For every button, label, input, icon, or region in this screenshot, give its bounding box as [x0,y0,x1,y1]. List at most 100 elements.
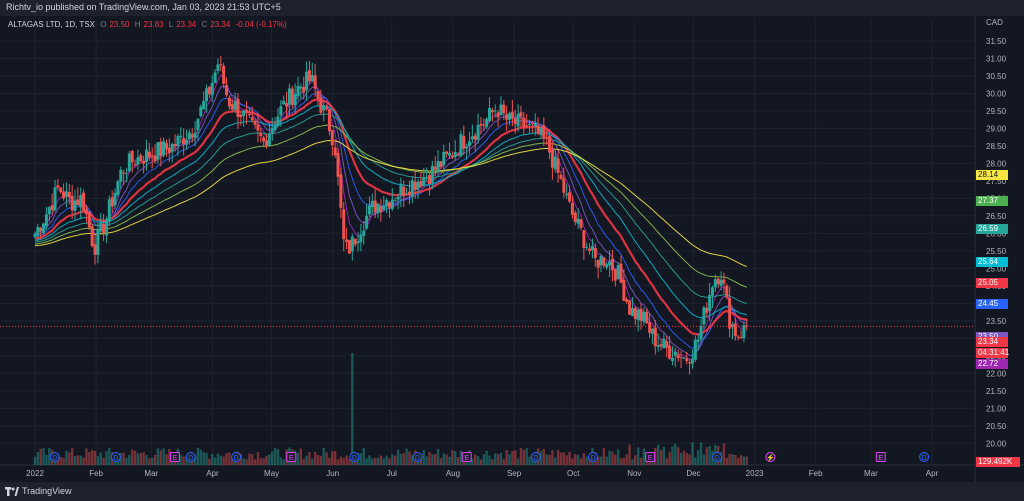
event-marker-letter: E [648,455,653,462]
candle [542,125,546,139]
event-marker-letter: ⚡ [766,453,775,462]
price-label: 23.50 [976,331,1008,342]
candle [722,279,726,284]
event-marker-letter: E [878,455,883,462]
volume-bar [545,454,548,465]
volume-bar [708,445,711,465]
volume-bar [442,453,445,465]
volume-bar [739,455,743,465]
candle [533,122,537,127]
candle [693,339,697,360]
candle [425,177,429,179]
volume-bar [582,453,586,465]
candle [173,144,177,147]
candle [162,141,166,156]
event-marker-letter: E [173,455,178,462]
candle [519,112,523,117]
candle [285,102,289,107]
candle [736,336,740,338]
candle [382,205,386,210]
candle [316,90,320,99]
volume-bar [634,455,637,465]
candle [416,181,420,190]
candle [202,101,206,110]
volume-bar [70,447,74,465]
volume-bar [373,457,377,465]
candle [710,287,714,296]
volume-bar [93,450,97,465]
candle [456,154,460,156]
volume-bar [737,457,740,465]
candle [127,153,131,172]
candle [410,180,414,197]
volume-bar [325,452,328,465]
candle [53,187,57,211]
volume-bar [153,454,157,465]
x-tick-label: Mar [144,469,158,478]
candle [625,299,629,302]
candle [659,344,663,347]
candle [396,196,400,200]
volume-bar [562,452,566,465]
candle [245,109,249,114]
candle [70,195,74,211]
candle [59,187,63,193]
candle [588,248,592,252]
candle [336,152,340,177]
tradingview-logo[interactable]: TradingView [5,486,72,496]
candle [367,205,371,215]
candle [488,107,492,122]
volume-bar [185,456,188,465]
candle [639,308,643,321]
tradingview-brand: TradingView [22,486,72,496]
candle [36,227,40,236]
candle [525,125,529,127]
x-tick-label: Aug [446,469,460,478]
candle [216,64,220,72]
candle [613,269,617,281]
candle [62,191,66,199]
candle [559,174,563,179]
candle [485,118,489,127]
dividend-marker [412,452,423,462]
candle [333,147,337,156]
candle [725,285,729,298]
candle [447,152,451,156]
candle [505,114,509,120]
y-tick-label: 28.00 [986,159,1007,168]
volume-bar [576,454,580,465]
candle [453,152,457,158]
volume-bar [256,452,260,465]
candle [84,209,88,215]
volume-bar [253,459,257,465]
volume-bar [556,449,560,465]
volume-bar [379,455,383,465]
candle [482,124,486,126]
candle [516,113,520,127]
candle [690,358,694,364]
candle [42,223,46,233]
volume-bar [554,457,557,465]
volume-bar [596,456,600,465]
volume-bar [273,447,277,465]
volume-bar [408,451,411,465]
volume-bar [488,455,491,465]
volume-bar [745,456,748,465]
price-chart[interactable]: CAD20.0020.5021.0021.5022.0022.5023.0023… [0,16,1024,482]
volume-bar [188,458,191,465]
candle [708,295,712,312]
candle [376,203,380,214]
dividend-marker [587,452,598,462]
candle [593,248,597,258]
candle [319,97,323,113]
candle [99,221,103,232]
volume-bar [179,455,182,465]
volume-bar [702,454,706,465]
candle [370,200,374,208]
volume-bar [402,453,405,465]
candle [156,142,160,160]
candle [199,106,203,117]
volume-bar [42,448,45,465]
candle [50,205,54,211]
candle [282,100,286,105]
